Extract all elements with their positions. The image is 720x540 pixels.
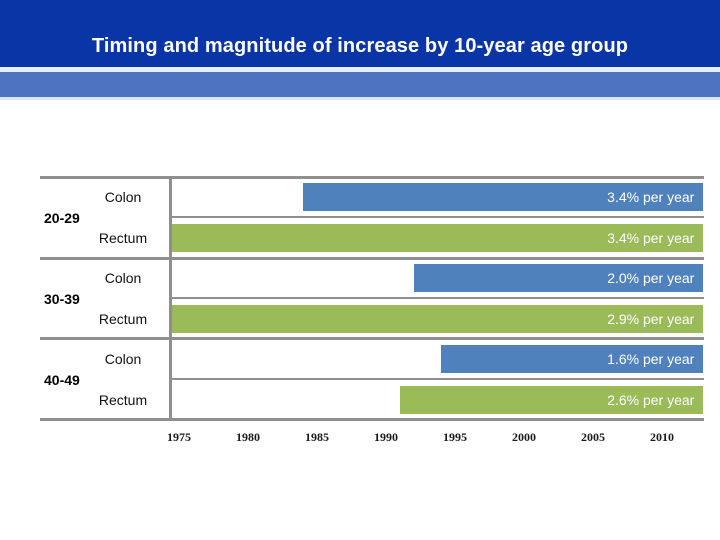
bar-colon-20-29: 3.4% per year [303,183,704,211]
group-separator-line [40,337,704,340]
age-group-label-20-29: 20-29 [44,209,80,226]
axis-tick-2010: 2010 [649,430,674,444]
axis-tick-1980: 1980 [235,430,260,444]
bar-colon-40-49: 1.6% per year [441,345,704,373]
site-label-colon: Colon [104,189,142,206]
row-separator-line [170,378,704,380]
bar-value-label: 2.6% per year [607,391,695,408]
group-separator-line [40,257,704,260]
bar-rectum-20-29: 3.4% per year [171,223,704,252]
axis-tick-2000: 2000 [511,430,536,444]
header-underline [0,97,720,100]
header-gap-stripe [0,67,720,72]
axis-tick-1985: 1985 [304,430,329,444]
axis-tick-1990: 1990 [373,430,398,444]
row-separator-line [170,216,704,218]
row-separator-line [170,297,704,299]
axis-tick-2005: 2005 [580,430,605,444]
bar-value-label: 2.0% per year [607,270,695,286]
axis-tick-1995: 1995 [442,430,467,444]
axis-line [169,176,172,421]
slide-title-bar: Timing and magnitude of increase by 10-y… [0,0,720,67]
bar-colon-30-39: 2.0% per year [413,264,704,292]
bar-rectum-40-49: 2.6% per year [399,385,704,414]
bar-value-label: 1.6% per year [607,351,695,367]
site-label-colon: Colon [104,270,142,287]
bar-rectum-30-39: 2.9% per year [171,304,704,333]
page-title: Timing and magnitude of increase by 10-y… [91,35,629,57]
site-label-rectum: Rectum [98,229,148,246]
header-accent-band [0,72,720,97]
bar-value-label: 3.4% per year [607,229,695,246]
site-label-colon: Colon [104,351,142,368]
site-label-rectum: Rectum [98,310,148,327]
axis-tick-1975: 1975 [166,430,191,444]
group-separator-line [40,176,704,179]
bar-value-label: 2.9% per year [607,310,695,327]
group-separator-line [40,418,704,421]
bar-value-label: 3.4% per year [607,189,695,205]
age-group-label-30-39: 30-39 [44,290,80,307]
age-group-label-40-49: 40-49 [44,371,80,388]
site-label-rectum: Rectum [98,391,148,408]
